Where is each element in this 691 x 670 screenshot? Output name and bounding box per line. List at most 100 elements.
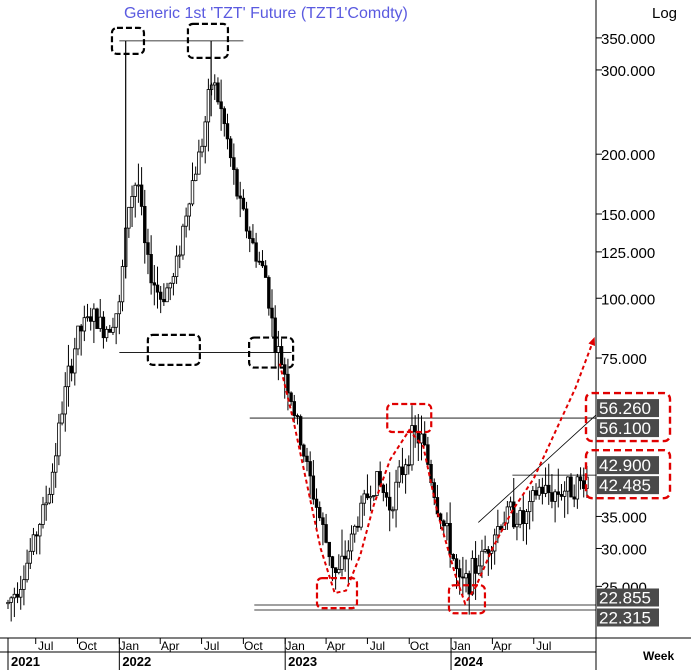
candle-body	[566, 476, 570, 492]
candle-body	[273, 317, 277, 353]
annotation-layer	[110, 22, 596, 615]
candle	[346, 540, 351, 583]
candle-body	[54, 455, 58, 473]
candle-body	[25, 562, 29, 581]
x-tick-label: Oct	[410, 639, 429, 653]
candle	[464, 559, 468, 593]
candle-body	[9, 597, 13, 603]
candle	[82, 305, 87, 342]
y-tick-label: 200.000	[601, 147, 655, 164]
candle	[213, 74, 217, 100]
highlight-box	[386, 402, 433, 434]
candle-body	[547, 484, 551, 494]
candle-body	[158, 291, 163, 300]
candle-body	[47, 493, 52, 504]
candle-body	[473, 557, 478, 574]
candle	[76, 325, 80, 356]
candle	[451, 553, 456, 561]
candle	[57, 413, 61, 466]
price-label-box	[597, 476, 659, 495]
candle-body	[6, 601, 10, 605]
price-label-box	[597, 419, 659, 438]
candle-body	[203, 121, 207, 147]
candle	[263, 260, 268, 278]
candle-body	[232, 157, 236, 170]
candle-body	[270, 307, 274, 319]
candle-body	[76, 325, 80, 350]
candle	[407, 455, 411, 475]
candle	[248, 226, 252, 253]
candle	[203, 115, 207, 164]
candle	[553, 489, 557, 523]
candle	[219, 79, 223, 131]
candle	[38, 522, 42, 555]
highlight-box	[315, 577, 359, 610]
candle-body	[276, 346, 281, 353]
y-tick-label: 150.000	[601, 207, 655, 224]
candle	[298, 414, 303, 450]
x-tick-label: Apr	[161, 639, 180, 653]
candle-body	[543, 484, 548, 494]
candle-body	[241, 197, 246, 210]
candle	[130, 185, 134, 228]
x-tick-label: Jul	[536, 639, 551, 653]
candle	[327, 541, 331, 566]
candle	[524, 508, 529, 545]
candle	[566, 476, 570, 515]
candle-body	[308, 461, 312, 477]
candle	[302, 443, 306, 463]
candle-body	[50, 471, 55, 495]
candle	[283, 357, 287, 399]
candle	[111, 317, 115, 336]
candle	[241, 189, 246, 211]
candle-body	[238, 195, 242, 199]
candle	[9, 596, 13, 622]
candle-body	[66, 365, 71, 388]
candle-body	[85, 316, 90, 319]
candle	[454, 554, 459, 589]
candle	[502, 511, 506, 530]
candle	[578, 467, 583, 490]
candle-body	[582, 480, 586, 489]
candle-body	[432, 482, 436, 498]
candle-body	[515, 523, 519, 528]
candle-body	[321, 517, 325, 525]
candle-body	[540, 486, 545, 494]
x-tick-label: Jul	[370, 639, 385, 653]
candle	[31, 527, 36, 555]
candle	[184, 207, 188, 238]
candle-body	[372, 495, 376, 497]
candle-body	[375, 471, 379, 496]
candle-body	[292, 401, 296, 416]
candle	[448, 502, 452, 568]
candle	[534, 483, 538, 500]
candle	[324, 513, 328, 544]
candle-body	[190, 180, 195, 205]
candle	[365, 474, 370, 501]
candle	[270, 289, 274, 337]
candle	[225, 113, 230, 150]
candle-body	[149, 254, 153, 284]
candle-body	[537, 486, 541, 496]
candle-body	[114, 313, 118, 328]
candle	[445, 512, 449, 541]
candle-body	[248, 230, 252, 239]
price-label: 42.485	[599, 476, 651, 495]
candle-body	[550, 492, 554, 502]
candle-body	[298, 416, 303, 446]
candle	[22, 565, 26, 606]
candle	[69, 358, 74, 382]
candle	[486, 546, 491, 576]
candle-body	[95, 308, 99, 329]
candle	[25, 549, 29, 583]
candle-body	[356, 525, 360, 528]
candle	[41, 496, 45, 529]
chart-title: Generic 1st 'TZT' Future (TZT1'Comdty)	[124, 5, 408, 22]
candle-body	[219, 101, 223, 110]
candle	[508, 496, 513, 511]
candle-body	[470, 557, 475, 595]
candle	[582, 467, 586, 498]
candle-body	[31, 534, 36, 552]
candle-body	[15, 593, 20, 598]
candle-body	[302, 444, 306, 457]
